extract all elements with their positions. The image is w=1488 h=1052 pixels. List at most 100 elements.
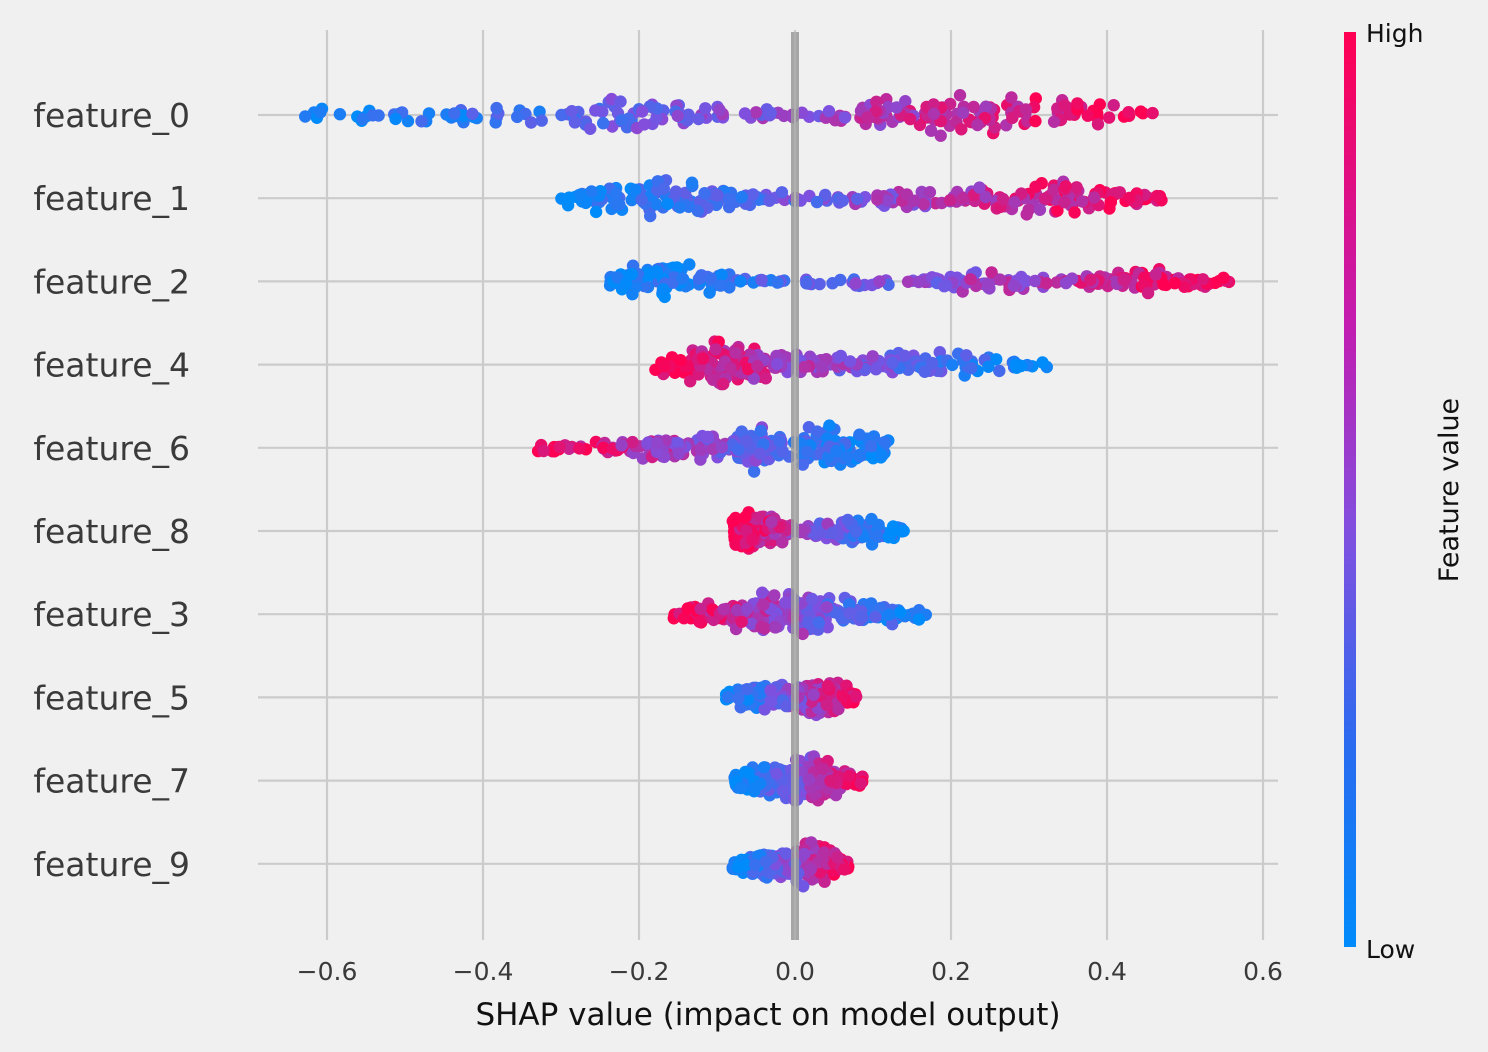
shap-point	[735, 190, 748, 204]
shap-point	[715, 268, 728, 282]
shap-point	[615, 114, 628, 127]
shap-point	[635, 193, 648, 206]
shap-point	[923, 186, 937, 199]
shap-point	[754, 447, 767, 460]
feature-label: feature_4	[33, 346, 190, 385]
shap-point	[755, 273, 768, 287]
shap-point	[553, 440, 566, 454]
shap-point	[1029, 114, 1042, 128]
shap-point	[1059, 276, 1073, 290]
x-tick-label: 0.4	[1087, 957, 1127, 986]
shap-point	[815, 360, 828, 374]
shap-point	[918, 365, 931, 378]
shap-point	[1058, 196, 1071, 209]
colorbar-title: Feature value	[1434, 398, 1465, 582]
shap-point	[805, 836, 818, 849]
shap-point	[682, 200, 695, 213]
shap-point	[881, 194, 894, 207]
shap-point	[908, 194, 921, 207]
shap-point	[695, 443, 708, 456]
shap-point	[1136, 107, 1150, 120]
shap-point	[830, 444, 843, 458]
shap-point	[714, 279, 727, 292]
shap-point	[657, 182, 670, 195]
colorbar	[1344, 32, 1356, 947]
shap-point	[819, 188, 832, 202]
shap-point	[866, 350, 879, 363]
shap-point	[745, 533, 759, 546]
shap-point	[780, 847, 793, 860]
shap-point	[893, 606, 907, 619]
feature-label: feature_0	[33, 96, 190, 135]
shap-point	[955, 123, 968, 136]
shap-point	[333, 108, 347, 121]
shap-point	[938, 280, 951, 293]
shap-point	[904, 112, 917, 126]
shap-point	[683, 258, 696, 271]
shap-point	[1178, 280, 1191, 293]
shap-point	[853, 428, 866, 441]
shap-point	[979, 100, 993, 113]
shap-point	[1075, 195, 1089, 208]
shap-point	[967, 100, 980, 114]
shap-point	[638, 118, 651, 131]
shap-point	[953, 89, 967, 102]
shap-point	[912, 613, 926, 626]
shap-point	[869, 363, 883, 376]
shap-point	[642, 436, 655, 449]
shap-point	[801, 445, 814, 459]
shap-point	[614, 95, 627, 108]
shap-point	[573, 442, 586, 455]
shap-point	[843, 597, 856, 611]
feature-label: feature_9	[33, 845, 190, 884]
shap-point	[823, 419, 836, 432]
shap-point	[757, 598, 770, 611]
shap-point	[871, 193, 884, 206]
shap-point	[389, 112, 402, 126]
shap-point	[732, 692, 745, 705]
shap-point	[670, 261, 684, 274]
shap-point	[625, 268, 638, 281]
shap-point	[838, 863, 851, 876]
shap-point	[834, 349, 847, 363]
shap-point	[886, 618, 899, 631]
shap-point	[562, 442, 576, 455]
labels-layer: −0.6 −0.4 −0.2 0.0 0.2 0.4 0.6 feature_0feature…	[33, 96, 1283, 986]
shap-point	[1050, 276, 1064, 289]
shap-point	[796, 524, 809, 537]
shap-point	[768, 589, 781, 602]
shap-point	[1113, 186, 1127, 199]
shap-point	[1008, 196, 1021, 209]
shap-point	[1104, 196, 1118, 209]
shap-point	[870, 529, 883, 542]
shap-point	[673, 201, 687, 214]
shap-point	[770, 767, 783, 780]
shap-point	[1087, 191, 1101, 204]
shap-point	[729, 538, 742, 551]
shap-point	[448, 107, 461, 120]
shap-point	[1168, 277, 1182, 290]
shap-point	[661, 197, 674, 211]
shap-point	[415, 115, 428, 128]
shap-point	[754, 424, 767, 438]
shap-point	[981, 277, 994, 290]
colorbar-high-label: High	[1366, 19, 1423, 48]
shap-point	[798, 360, 811, 374]
shap-point	[585, 185, 598, 198]
shap-point	[764, 106, 777, 120]
shap-point	[899, 95, 912, 108]
shap-point	[869, 610, 882, 624]
shap-point	[822, 105, 836, 118]
x-axis-title: SHAP value (impact on model output)	[475, 997, 1060, 1033]
shap-point	[729, 346, 742, 359]
shap-point	[829, 114, 842, 127]
shap-point	[650, 265, 664, 278]
shap-point	[749, 106, 763, 119]
shap-point	[1107, 99, 1120, 112]
feature-label: feature_8	[33, 512, 190, 551]
shap-point	[740, 683, 754, 696]
shap-point	[886, 356, 899, 370]
shap-point	[979, 190, 992, 204]
shap-point	[812, 616, 825, 629]
